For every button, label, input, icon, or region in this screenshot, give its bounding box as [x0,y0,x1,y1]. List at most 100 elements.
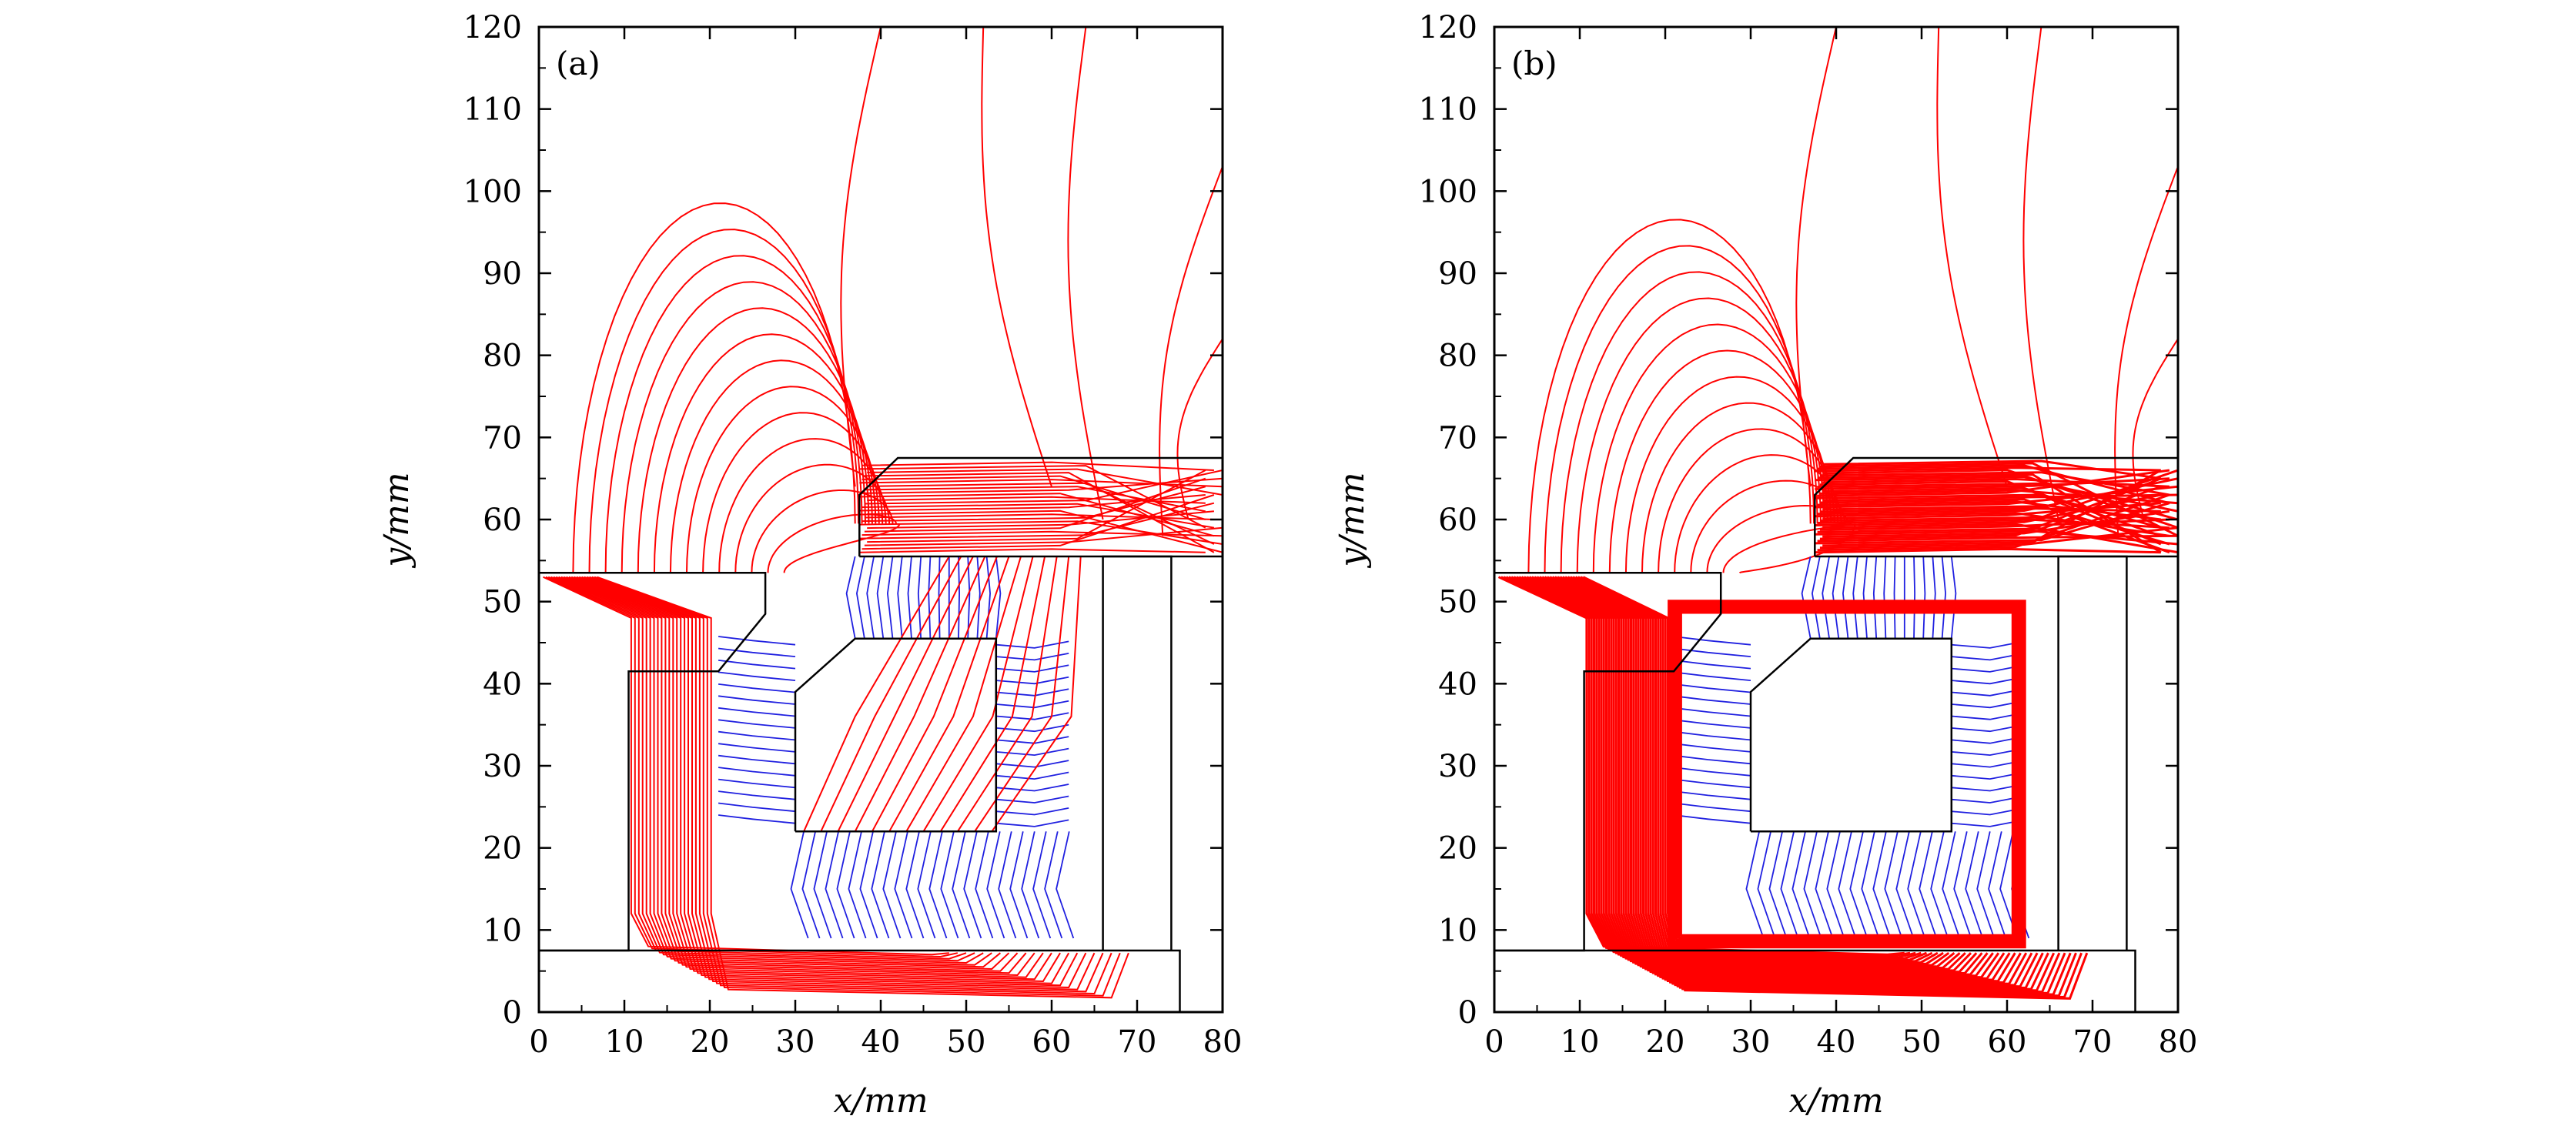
field-line [859,548,1206,553]
field-line [570,576,1044,978]
field-line [1745,831,1765,939]
field-line [861,461,1214,471]
x-axis-label-a: x/mm [833,1081,928,1121]
right-housing [2057,555,2128,951]
field-line [574,576,1052,981]
field-line [995,556,1002,639]
field-line [1822,510,2170,538]
field-line [702,412,884,573]
field-line [995,664,1069,673]
field-line [1815,477,2170,490]
field-line [1832,556,1840,639]
field-line [560,576,1010,971]
axis-ticks-a: 0 10 20 30 40 50 60 70 80 0 10 20 30 40 50 60 70 80 90 100 1… [463,10,1243,1060]
field-line [1176,338,1223,520]
field-line [581,576,1079,987]
field-line [985,556,992,639]
field-line [1817,482,2178,513]
field-line [1159,165,1223,536]
field-line [1826,831,1845,939]
field-line [859,494,1206,512]
field-line [1842,556,1849,639]
field-line [905,556,1022,832]
field-line [1922,556,1926,639]
field-line [1815,530,2178,546]
x-tick-label: 40 [1817,1024,1856,1060]
field-line [1817,493,2170,552]
field-line [848,831,867,939]
field-line [864,526,1223,546]
field-line [803,556,950,832]
bottom-plate [1494,949,2136,1012]
field-line [1819,471,2170,496]
field-line [845,556,856,639]
field-line [1953,831,1972,939]
y-axis-label-b: y/mm [1333,472,1372,568]
y-tick-label: 0 [1458,995,1477,1031]
field-line [995,712,1069,720]
field-line [718,767,796,777]
field-line [957,556,1058,832]
field-line [1822,493,2178,502]
pole-piece-outline [539,572,767,952]
field-line [995,771,1069,780]
field-line [1817,477,2178,516]
field-line [1861,831,1880,939]
field-line [568,576,1035,977]
field-line [855,556,865,639]
saturated-yoke-line [1671,603,2022,944]
field-line [836,831,855,939]
field-line [859,520,1223,545]
field-line [543,576,949,956]
field-line [928,831,948,939]
coil-window [1749,637,1953,833]
field-line [1673,730,1751,741]
y-tick-label: 90 [483,256,522,292]
y-tick-label: 90 [1438,256,1477,292]
field-line [1673,743,1751,753]
field-line [1803,831,1822,939]
field-line [859,493,1215,537]
field-line [718,778,796,789]
field-line [995,784,1069,792]
field-line [591,576,1112,995]
field-line [718,743,796,753]
field-line [864,486,1206,513]
field-line [867,510,1214,530]
field-line [963,831,982,939]
field-line [917,831,936,939]
field-line [718,647,796,657]
field-line [589,576,1104,993]
field-line [998,831,1017,939]
field-line [1791,831,1811,939]
field-line [1817,473,2162,553]
field-line [1673,754,1751,765]
y-tick-label: 110 [1419,92,1477,128]
field-line [1673,695,1751,705]
geometry-a [539,456,1223,1012]
field-line [1673,778,1751,789]
field-line [974,556,1070,832]
y-tick-label: 70 [483,420,522,456]
field-line [840,27,882,487]
field-line [1988,831,2007,939]
field-line [995,688,1069,697]
saturated-yoke-line [1674,606,2020,943]
field-line [1673,802,1751,813]
x-tick-label: 80 [1203,1024,1243,1060]
field-line [553,576,984,964]
field-line [859,502,1215,540]
field-line [1673,814,1751,824]
field-line [1673,790,1751,800]
field-line [718,790,796,800]
field-line [1965,831,1984,939]
field-line [1819,489,2178,505]
field-line [986,831,1005,939]
field-line [1822,502,2161,520]
y-tick-label: 120 [463,10,522,45]
field-line [1505,576,1922,961]
y-tick-label: 60 [1438,503,1477,538]
field-line [859,831,878,939]
field-line [1936,27,2008,487]
field-line [958,556,961,639]
